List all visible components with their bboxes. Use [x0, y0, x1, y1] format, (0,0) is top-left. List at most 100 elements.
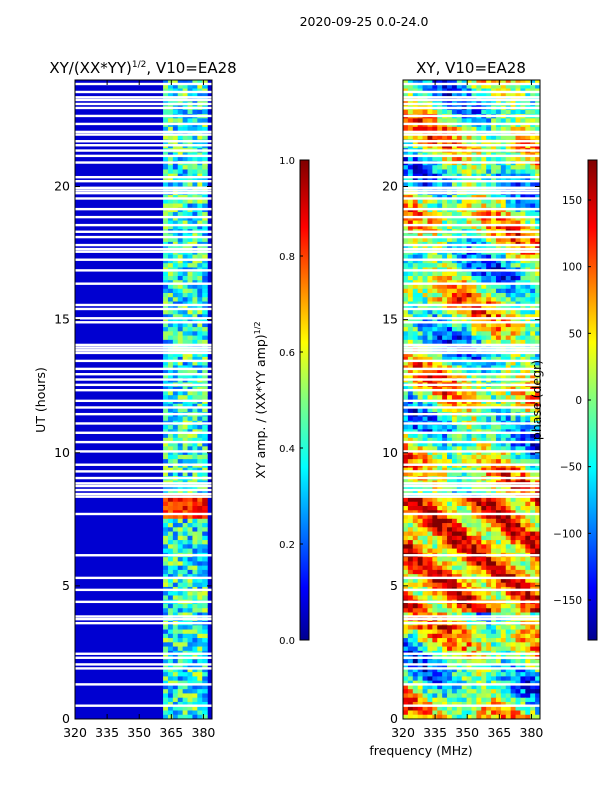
amplitude-cell	[163, 646, 169, 652]
phase-cell	[447, 488, 453, 494]
phase-cell	[437, 403, 443, 409]
amplitude-cell	[177, 638, 184, 643]
phase-cell	[515, 224, 522, 230]
amplitude-cell	[167, 156, 174, 162]
amplitude-cell	[177, 84, 184, 90]
phase-cell	[510, 459, 517, 464]
phase-cell	[403, 109, 409, 115]
phase-cell	[412, 540, 419, 545]
phase-cell	[481, 327, 487, 332]
amplitude-cell	[187, 288, 194, 294]
phase-cell	[481, 557, 487, 562]
phase-cell	[500, 514, 507, 520]
phase-cell	[515, 416, 522, 422]
phase-cell	[495, 297, 502, 303]
phase-cell	[505, 442, 512, 447]
phase-cell	[447, 212, 453, 217]
phase-cell	[535, 501, 540, 507]
amplitude-cell	[172, 403, 179, 409]
amplitude-cell	[187, 425, 194, 430]
phase-cell	[476, 450, 482, 456]
phase-cell	[412, 510, 419, 516]
phase-cell	[525, 135, 531, 141]
phase-cell	[427, 459, 433, 464]
phase-cell	[456, 603, 463, 609]
phase-cell	[495, 561, 502, 567]
phase-cell	[535, 603, 540, 609]
amplitude-cell	[192, 608, 198, 614]
phase-cell	[481, 84, 487, 90]
phase-cell	[510, 535, 517, 541]
phase-cell	[471, 339, 477, 345]
phase-cell	[461, 446, 468, 452]
phase-cell	[461, 165, 468, 171]
phase-cell	[422, 459, 429, 464]
phase-cell	[456, 165, 463, 171]
phase-cell	[432, 506, 438, 511]
phase-cell	[403, 591, 409, 597]
amplitude-cell	[163, 322, 169, 328]
phase-cell	[447, 501, 453, 507]
amplitude-cell	[167, 561, 174, 567]
flagged-row	[75, 106, 212, 110]
flagged-row	[75, 422, 212, 425]
phase-cell	[510, 335, 517, 341]
phase-cell	[520, 544, 526, 550]
amplitude-cell	[192, 574, 198, 580]
amplitude-colorbar-label: XY amp. / (XX*YY amp)1/2	[253, 321, 268, 478]
phase-cell	[530, 467, 536, 473]
amplitude-cell	[192, 646, 198, 652]
amplitude-cell	[192, 335, 198, 341]
phase-cell	[486, 331, 492, 337]
phase-cell	[427, 284, 433, 290]
phase-cell	[461, 561, 468, 567]
phase-cell	[417, 582, 424, 588]
amplitude-cell	[192, 667, 198, 673]
phase-cell	[491, 199, 497, 205]
phase-cell	[412, 548, 419, 554]
amplitude-y-axis-label: UT (hours)	[33, 367, 48, 433]
amplitude-cell	[192, 518, 198, 524]
phase-cell	[481, 212, 487, 217]
flagged-row	[75, 492, 212, 496]
phase-cell	[486, 318, 492, 324]
phase-cell	[535, 565, 540, 571]
amplitude-cell	[182, 578, 189, 584]
phase-cell	[403, 233, 409, 239]
amplitude-cell	[197, 689, 203, 695]
phase-cell	[515, 275, 522, 281]
amplitude-cell	[177, 352, 184, 358]
phase-cell	[412, 352, 419, 358]
amplitude-cell	[177, 591, 184, 597]
phase-cell	[495, 531, 502, 537]
phase-cell	[412, 288, 419, 294]
phase-cell	[515, 471, 522, 477]
phase-cell	[403, 527, 409, 533]
phase-cell	[476, 284, 482, 290]
amplitude-cell	[202, 408, 208, 413]
amplitude-cell	[187, 314, 194, 320]
phase-cell	[481, 203, 487, 209]
phase-cell	[422, 199, 429, 205]
amplitude-cell	[172, 697, 179, 703]
flagged-row	[75, 359, 212, 363]
phase-cell	[442, 518, 448, 524]
phase-cell	[432, 288, 438, 294]
phase-cell	[447, 80, 453, 85]
phase-cell	[442, 335, 448, 341]
phase-cell	[461, 220, 468, 226]
phase-cell	[437, 561, 443, 567]
phase-cell	[535, 548, 540, 554]
phase-cell	[461, 199, 468, 205]
amplitude-cell	[197, 258, 203, 264]
phase-cell	[422, 454, 429, 460]
phase-cell	[417, 331, 424, 337]
phase-cell	[530, 322, 536, 328]
phase-cell	[530, 501, 536, 507]
phase-cell	[412, 237, 419, 243]
amplitude-cell	[197, 310, 203, 315]
phase-cell	[505, 416, 512, 422]
amplitude-cell	[172, 165, 179, 171]
phase-cell	[510, 467, 517, 473]
phase-cell	[407, 220, 414, 226]
